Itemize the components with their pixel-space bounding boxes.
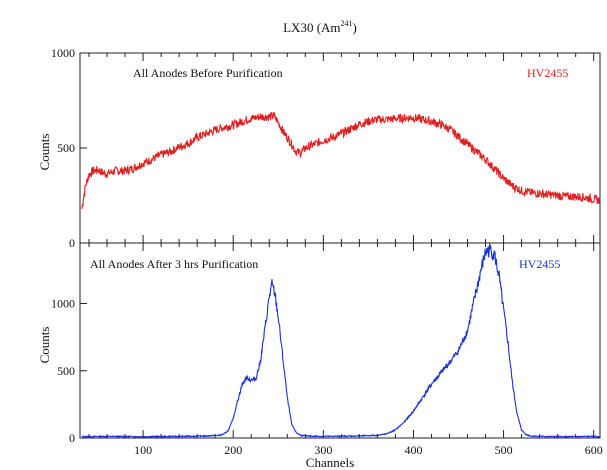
bottom-panel: All Anodes After 3 hrs Purification HV24… (37, 242, 603, 470)
bottom-y-tick-label: 1000 (51, 297, 75, 311)
bottom-x-tick-label: 200 (224, 443, 242, 457)
top-y-tick-label: 0 (69, 236, 75, 250)
top-panel: All Anodes Before Purification HV2455 Co… (37, 46, 601, 250)
bottom-panel-tag: HV2455 (519, 257, 560, 271)
top-y-axis-title: Counts (37, 134, 52, 171)
top-series-line (81, 112, 601, 209)
bottom-x-tick-label: 300 (314, 443, 332, 457)
chart-title-superscript: 241 (341, 19, 353, 28)
bottom-x-tick-label: 400 (404, 443, 422, 457)
bottom-x-tick-label: 500 (495, 443, 513, 457)
top-panel-annotation: All Anodes Before Purification (133, 66, 283, 80)
top-panel-tag: HV2455 (527, 66, 568, 80)
bottom-panel-frame (79, 242, 601, 439)
chart-title-main: LX30 (Am (283, 20, 340, 35)
bottom-y-tick-label: 500 (57, 364, 75, 378)
bottom-x-tick-label: 100 (134, 443, 152, 457)
top-y-tick-label: 500 (57, 141, 75, 155)
chart-title: LX30 (Am241) (283, 19, 357, 35)
bottom-series-line (81, 243, 601, 439)
x-axis-title: Channels (306, 455, 354, 470)
bottom-y-axis-title: Counts (37, 327, 52, 364)
bottom-y-tick-label: 0 (69, 431, 75, 445)
bottom-x-tick-label: 600 (585, 443, 603, 457)
top-y-tick-label: 1000 (51, 46, 75, 60)
chart-title-suffix: ) (353, 20, 357, 35)
top-ticks: 0 500 1000 (51, 46, 595, 250)
bottom-panel-annotation: All Anodes After 3 hrs Purification (90, 257, 258, 271)
bottom-ticks: 0 500 1000 100 200 300 400 500 600 (51, 243, 603, 457)
